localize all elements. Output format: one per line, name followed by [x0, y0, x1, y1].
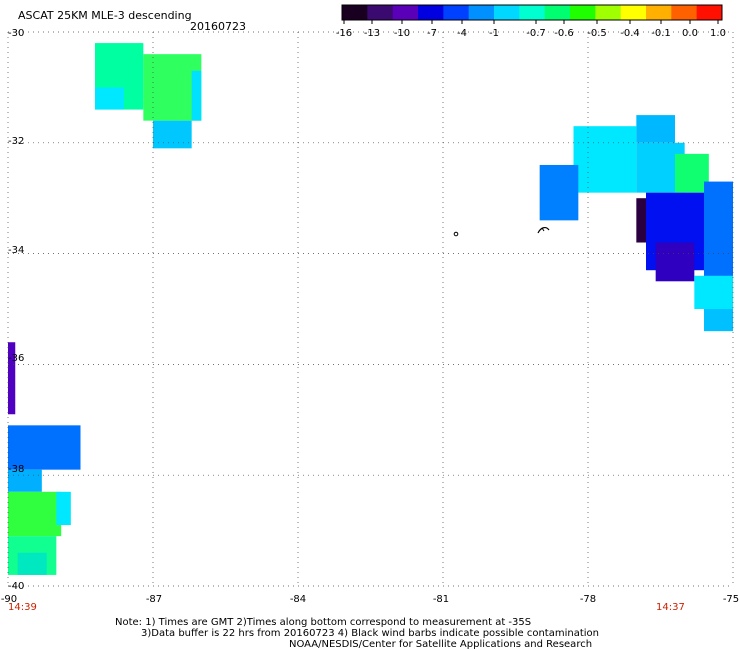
lon-label: -90 — [1, 594, 17, 605]
colorbar-swatch — [443, 5, 470, 20]
colorbar-label: -4 — [457, 28, 467, 39]
swath-cell — [704, 309, 733, 332]
colorbar — [341, 4, 723, 24]
note-line-2: 3)Data buffer is 22 hrs from 20160723 4)… — [141, 628, 599, 639]
swath-cell — [95, 87, 124, 110]
colorbar-label: -0.7 — [526, 28, 546, 39]
lat-label: -40 — [8, 581, 24, 592]
swath-cell — [636, 198, 646, 243]
colorbar-label: -13 — [364, 28, 380, 39]
island-outline — [453, 231, 459, 237]
swath-cell — [17, 552, 47, 575]
lat-label: -36 — [8, 353, 24, 364]
time-left: 14:39 — [8, 602, 37, 613]
colorbar-label: 0.0 — [682, 28, 698, 39]
colorbar-swatch — [418, 5, 444, 20]
wind-swath — [8, 43, 733, 575]
colorbar-swatch — [544, 5, 571, 20]
colorbar-swatch — [671, 5, 698, 20]
colorbar-label: -0.4 — [620, 28, 640, 39]
colorbar-swatch — [595, 5, 622, 20]
colorbar-label: -7 — [427, 28, 437, 39]
coastline — [453, 227, 550, 237]
lon-label: -87 — [146, 594, 162, 605]
island-outline — [537, 227, 550, 234]
lat-label: -32 — [8, 136, 24, 147]
colorbar-swatch — [570, 5, 596, 20]
colorbar-label: -0.5 — [587, 28, 607, 39]
graticule — [7, 31, 734, 587]
lat-label: -34 — [8, 245, 24, 256]
lon-label: -75 — [723, 594, 739, 605]
swath-cell — [191, 70, 202, 121]
colorbar-swatch — [342, 5, 368, 20]
note-line-3: NOAA/NESDIS/Center for Satellite Applica… — [289, 639, 592, 650]
swath-cell — [153, 120, 192, 149]
note-line-1: Note: 1) Times are GMT 2)Times along bot… — [115, 617, 531, 628]
swath-cell — [704, 181, 733, 287]
colorbar-labels: -16 -13 -10 -7 -4 -1 -0.7 -0.6 -0.5 -0.4… — [336, 28, 726, 39]
colorbar-swatch — [392, 5, 419, 20]
colorbar-swatch — [620, 5, 647, 20]
swath-cell — [8, 425, 81, 470]
lat-label: -38 — [8, 464, 24, 475]
colorbar-label: 1.0 — [710, 28, 726, 39]
swath-cell — [8, 342, 16, 415]
swath-cell — [636, 115, 675, 143]
colorbar-swatch — [367, 5, 394, 20]
colorbar-swatch — [494, 5, 520, 20]
lon-label: -84 — [290, 594, 306, 605]
colorbar-label: -1 — [489, 28, 499, 39]
colorbar-label: -16 — [336, 28, 352, 39]
colorbar-swatch — [646, 5, 672, 20]
swath-cell — [8, 491, 62, 537]
colorbar-label: -0.6 — [554, 28, 574, 39]
colorbar-label: -0.1 — [651, 28, 671, 39]
colorbar-frame — [341, 4, 723, 21]
colorbar-swatch — [696, 5, 723, 20]
lon-label: -81 — [433, 594, 449, 605]
swath-cell — [573, 126, 637, 193]
island-outline — [541, 227, 545, 232]
product-date: 20160723 — [190, 20, 246, 33]
swath-cell — [675, 153, 709, 193]
lat-label: -30 — [8, 28, 24, 39]
latitude-labels: -30 -32 -34 -36 -38 -40 — [8, 28, 24, 592]
lon-label: -78 — [580, 594, 596, 605]
swath-cell — [655, 242, 695, 282]
swath-cell — [56, 491, 71, 526]
colorbar-label: -10 — [394, 28, 410, 39]
colorbar-swatch — [468, 5, 495, 20]
swath-cell — [539, 164, 579, 221]
longitude-labels: -90 -87 -84 -81 -78 -75 — [1, 594, 739, 605]
time-right: 14:37 — [656, 602, 685, 613]
swath-cell — [694, 275, 733, 309]
product-title: ASCAT 25KM MLE-3 descending — [18, 9, 192, 22]
colorbar-swatch — [519, 5, 546, 20]
